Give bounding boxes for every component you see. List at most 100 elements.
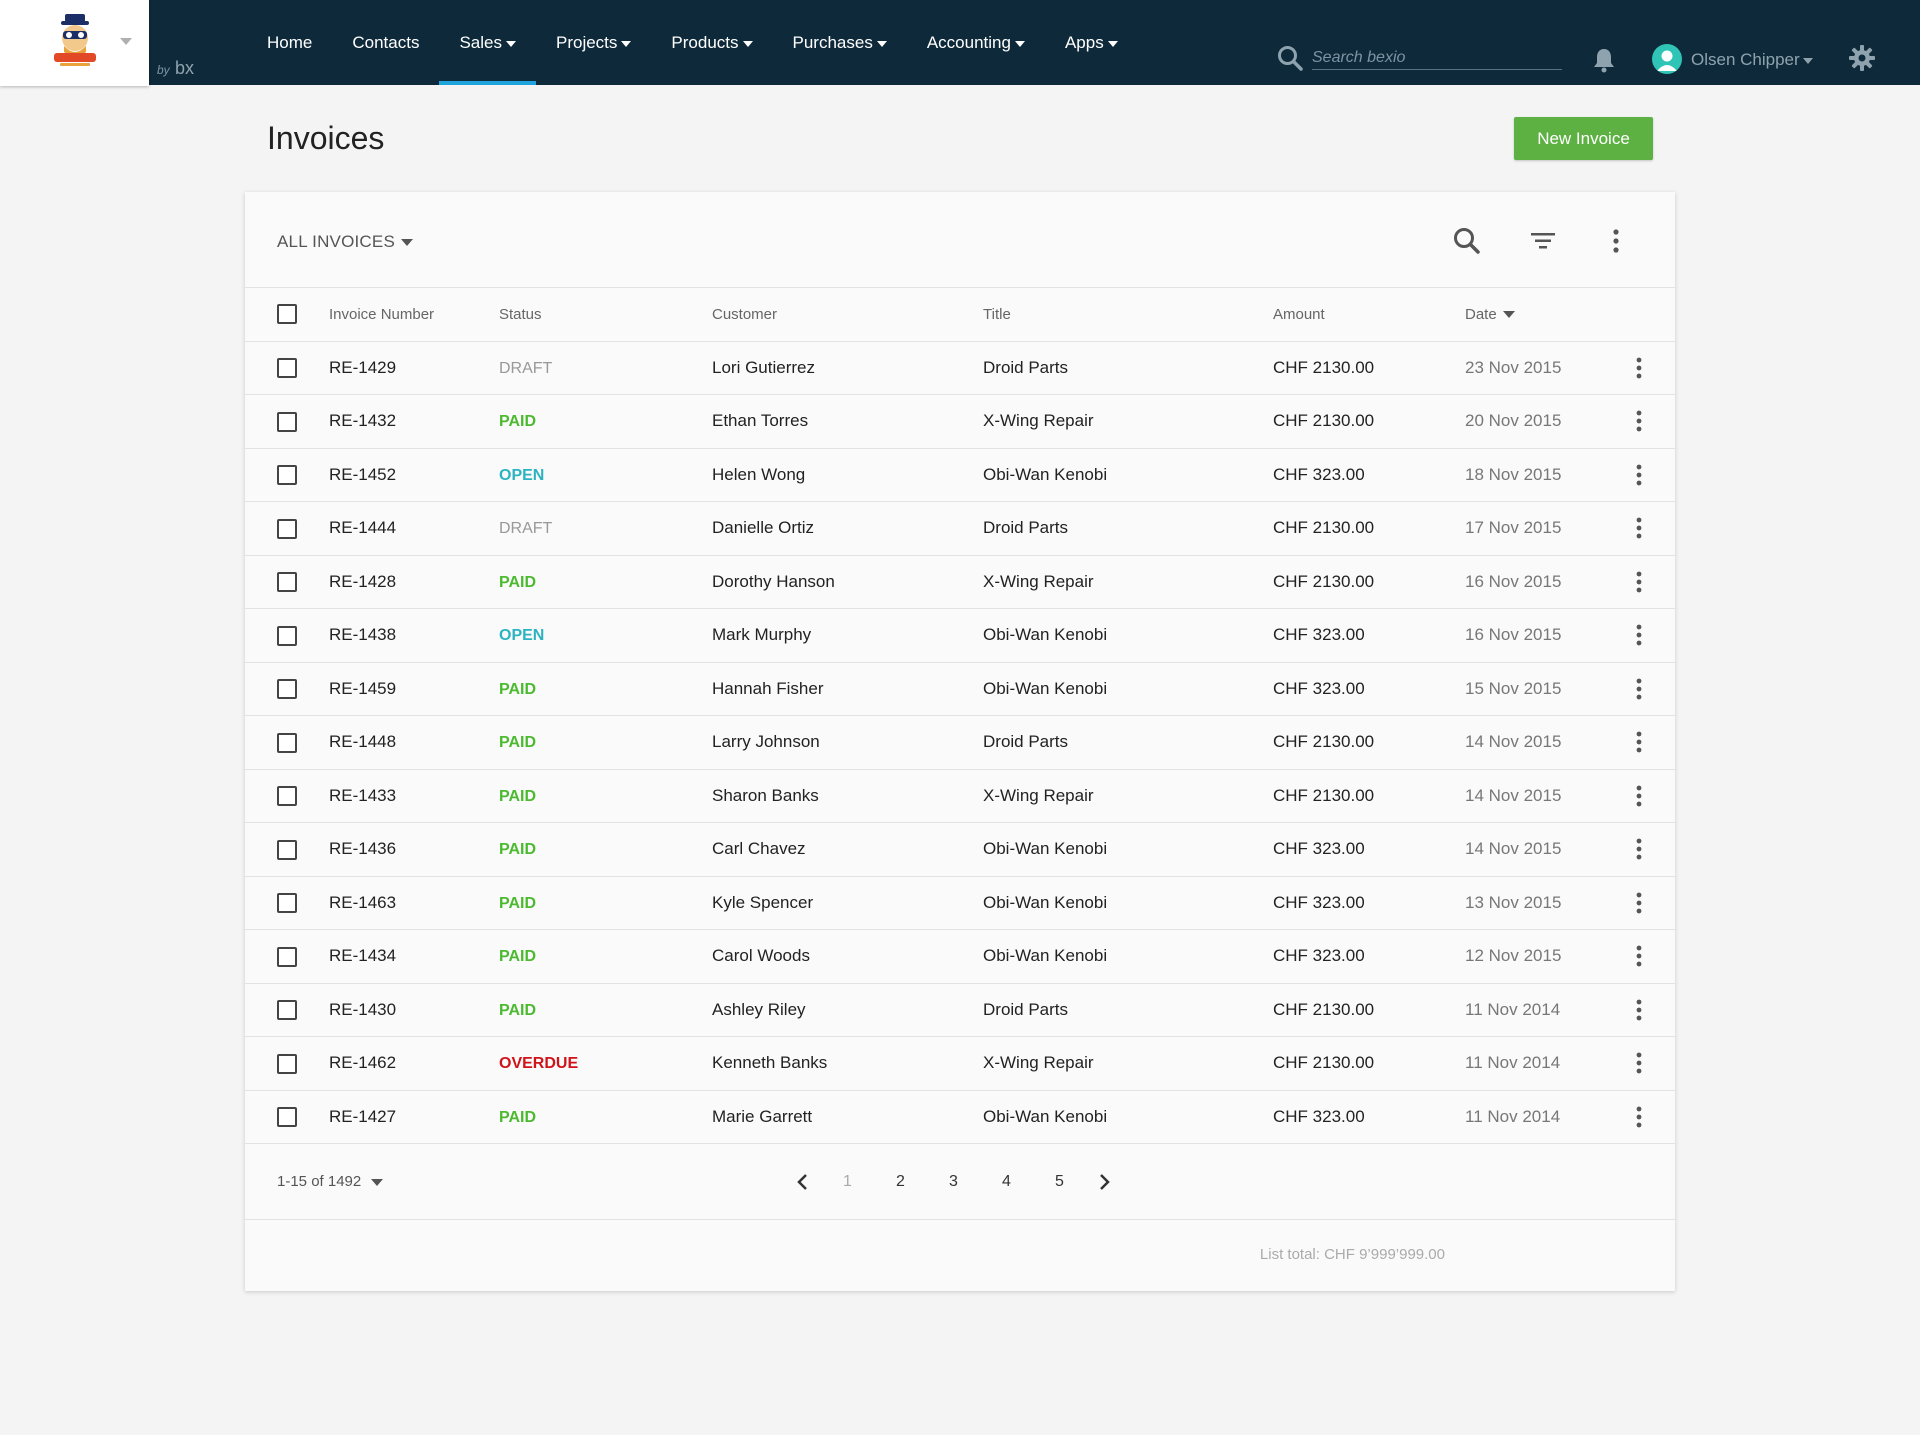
invoice-number[interactable]: RE-1444 [329,518,397,538]
table-row[interactable]: RE-1463 PAID Kyle Spencer Obi-Wan Kenobi CHF… [245,876,1675,930]
search-input[interactable] [1312,46,1562,70]
more-vertical-icon[interactable] [1636,892,1642,914]
nav-item-projects[interactable]: Projects [536,0,651,85]
table-row[interactable]: RE-1430 PAID Ashley Riley Droid Parts CHF 21… [245,983,1675,1037]
more-vertical-icon[interactable] [1636,731,1642,753]
row-checkbox[interactable] [277,786,297,806]
more-vertical-icon[interactable] [1636,410,1642,432]
nav-item-sales[interactable]: Sales [439,0,536,85]
column-header-date[interactable]: Date [1465,288,1603,341]
invoice-number[interactable]: RE-1462 [329,1053,397,1073]
table-row[interactable]: RE-1432 PAID Ethan Torres X-Wing Repair CHF … [245,395,1675,448]
nav-item-purchases[interactable]: Purchases [773,0,907,85]
table-row[interactable]: RE-1427 PAID Marie Garrett Obi-Wan Kenobi CH… [245,1090,1675,1144]
column-header-customer[interactable]: Customer [712,305,778,323]
previous-page-button[interactable] [785,1164,821,1200]
more-vertical-icon[interactable] [1636,517,1642,539]
more-vertical-icon[interactable] [1636,357,1642,379]
invoice-number[interactable]: RE-1427 [329,1106,397,1126]
page-1-button[interactable]: 1 [843,1173,852,1190]
user-menu[interactable]: Olsen Chipper [1691,50,1800,69]
invoice-number[interactable]: RE-1452 [329,464,397,484]
more-vertical-icon[interactable] [1636,678,1642,700]
table-row[interactable]: RE-1434 PAID Carol Woods Obi-Wan Kenobi CHF … [245,930,1675,983]
new-invoice-button[interactable]: New Invoice [1514,117,1653,160]
more-vertical-icon[interactable] [1636,1052,1642,1074]
row-checkbox[interactable] [277,946,297,967]
row-checkbox[interactable] [277,465,297,485]
invoice-amount: CHF 323.00 [1273,839,1365,859]
invoice-number[interactable]: RE-1434 [329,946,397,966]
row-checkbox[interactable] [277,411,297,432]
invoice-number[interactable]: RE-1430 [329,999,397,1019]
more-vertical-icon[interactable] [1636,785,1642,807]
invoice-number[interactable]: RE-1436 [329,839,397,859]
table-row[interactable]: RE-1448 PAID Larry Johnson Droid Parts CHF 2… [245,716,1675,769]
more-vertical-icon[interactable] [1636,571,1642,593]
invoice-number[interactable]: RE-1448 [329,732,397,752]
nav-item-products[interactable]: Products [651,0,772,85]
search-icon[interactable] [1276,44,1304,72]
nav-item-home[interactable]: Home [247,0,332,85]
table-row[interactable]: RE-1459 PAID Hannah Fisher Obi-Wan Kenobi CH… [245,662,1675,716]
filter-icon[interactable] [1527,225,1559,257]
row-checkbox[interactable] [277,1053,297,1074]
row-checkbox[interactable] [277,518,297,539]
column-header-title[interactable]: Title [983,305,1011,323]
row-checkbox[interactable] [277,679,297,699]
invoice-number[interactable]: RE-1459 [329,678,397,698]
column-header-status[interactable]: Status [499,305,542,323]
select-all-checkbox[interactable] [277,304,297,325]
row-checkbox[interactable] [277,358,297,378]
column-header-amount[interactable]: Amount [1273,305,1325,323]
table-row[interactable]: RE-1429 DRAFT Lori Gutierrez Droid Parts CHF… [245,341,1675,395]
page-4-button[interactable]: 4 [1002,1173,1011,1190]
avatar[interactable] [1652,44,1682,74]
row-checkbox[interactable] [277,572,297,592]
table-row[interactable]: RE-1428 PAID Dorothy Hanson X-Wing Repair CH… [245,555,1675,609]
page-2-button[interactable]: 2 [896,1173,905,1190]
row-checkbox[interactable] [277,732,297,753]
nav-item-apps[interactable]: Apps [1045,0,1138,85]
nav-item-contacts[interactable]: Contacts [332,0,439,85]
invoice-date: 14 Nov 2015 [1465,732,1562,752]
table-row[interactable]: RE-1452 OPEN Helen Wong Obi-Wan Kenobi CHF 3… [245,448,1675,502]
column-header-number[interactable]: Invoice Number [329,305,435,323]
table-row[interactable]: RE-1444 DRAFT Danielle Ortiz Droid Parts CHF… [245,502,1675,555]
bell-icon[interactable] [1590,46,1618,74]
page-size-select[interactable]: 1-15 of 1492 [277,1173,384,1190]
row-checkbox[interactable] [277,625,297,646]
search-icon[interactable] [1451,225,1483,257]
more-vertical-icon[interactable] [1600,225,1632,257]
invoice-number[interactable]: RE-1432 [329,411,397,431]
more-vertical-icon[interactable] [1636,838,1642,860]
invoice-filter-select[interactable]: ALL INVOICES [277,232,413,252]
more-vertical-icon[interactable] [1636,999,1642,1021]
invoice-amount: CHF 323.00 [1273,464,1365,484]
table-row[interactable]: RE-1462 OVERDUE Kenneth Banks X-Wing Repair… [245,1037,1675,1090]
table-row[interactable]: RE-1436 PAID Carl Chavez Obi-Wan Kenobi CHF … [245,823,1675,876]
chevron-down-icon [371,1178,384,1186]
row-checkbox[interactable] [277,1107,297,1127]
table-row[interactable]: RE-1433 PAID Sharon Banks X-Wing Repair CHF … [245,769,1675,823]
company-switcher[interactable] [0,0,149,86]
page-3-button[interactable]: 3 [949,1173,958,1190]
invoice-number[interactable]: RE-1433 [329,785,397,805]
gear-icon[interactable] [1848,44,1876,72]
more-vertical-icon[interactable] [1636,624,1642,646]
invoice-number[interactable]: RE-1429 [329,357,397,377]
row-checkbox[interactable] [277,893,297,913]
table-row[interactable]: RE-1438 OPEN Mark Murphy Obi-Wan Kenobi CHF … [245,609,1675,662]
more-vertical-icon[interactable] [1636,1106,1642,1128]
invoice-number[interactable]: RE-1463 [329,892,397,912]
next-page-button[interactable] [1086,1164,1122,1200]
invoice-date: 20 Nov 2015 [1465,411,1562,431]
row-checkbox[interactable] [277,1000,297,1020]
nav-item-accounting[interactable]: Accounting [907,0,1045,85]
invoice-number[interactable]: RE-1438 [329,625,397,645]
row-checkbox[interactable] [277,839,297,860]
more-vertical-icon[interactable] [1636,464,1642,486]
more-vertical-icon[interactable] [1636,945,1642,967]
invoice-number[interactable]: RE-1428 [329,571,397,591]
page-5-button[interactable]: 5 [1055,1173,1064,1190]
